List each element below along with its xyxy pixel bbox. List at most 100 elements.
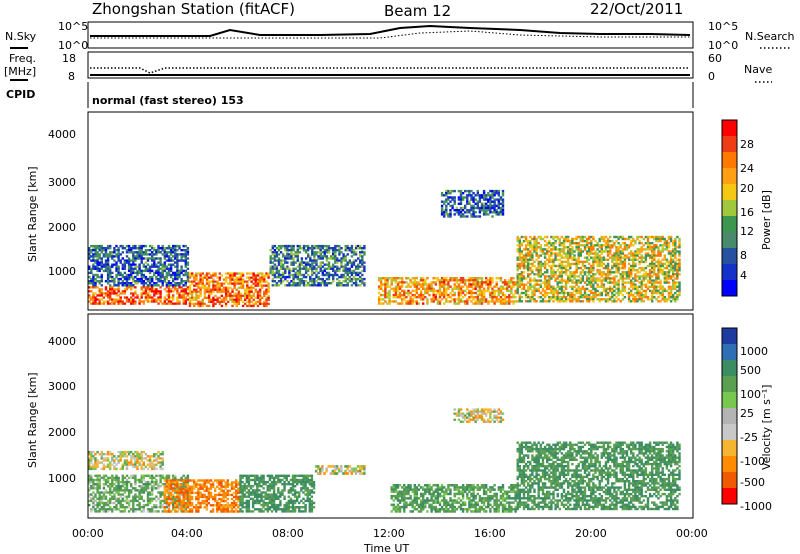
power-cbar-tick-16: 16 [740, 206, 754, 219]
vel-cell-r1 [109, 485, 112, 488]
power-cell-r2 [241, 272, 245, 275]
power-cell-r1 [132, 247, 135, 250]
power-cell-r6 [663, 279, 666, 282]
power-cell-r5 [461, 281, 465, 284]
vel-cell-r1 [121, 499, 124, 503]
power-cell-r6 [669, 235, 673, 239]
beam-label: Beam 12 [384, 2, 451, 20]
vel-cell-r0 [161, 457, 164, 460]
power-cell-r6 [552, 252, 555, 255]
power-cell-r6 [546, 279, 549, 282]
power-cell-r6 [663, 300, 666, 303]
power-cell-r5 [443, 287, 446, 290]
vel-cell-r1 [146, 501, 150, 505]
vel-cell-r0 [136, 450, 139, 454]
power-cell-r6 [552, 269, 555, 272]
power-cell-r1 [127, 277, 131, 281]
power-cell-r6 [598, 300, 601, 303]
power-cell-r6 [615, 262, 618, 266]
power-cell-r5 [409, 285, 412, 288]
power-cell-r2 [218, 282, 221, 285]
power-cell-r1 [119, 277, 122, 281]
power-cell-r6 [642, 237, 645, 241]
power-cell-r3 [277, 259, 281, 262]
power-cell-r1 [151, 257, 154, 260]
power-cell-r2 [193, 288, 196, 291]
vel-cell-r0 [106, 453, 110, 456]
power-cell-r6 [655, 264, 658, 268]
power-cell-r6 [567, 262, 570, 266]
vel-cell-r1 [88, 499, 91, 503]
power-cell-r1 [123, 284, 127, 287]
power-cell-r6 [567, 256, 570, 259]
vel-cell-r1 [159, 485, 162, 488]
vel-cell-r0 [151, 467, 154, 471]
vel-cell-r0 [153, 455, 156, 458]
power-cell-r6 [651, 296, 654, 299]
power-cell-r6 [667, 291, 671, 295]
power-cell-r6 [564, 287, 568, 291]
power-cell-r3 [307, 284, 310, 287]
power-cell-r1 [127, 259, 131, 262]
power-cell-r3 [275, 259, 279, 262]
power-cell-r0 [98, 298, 101, 301]
power-cell-r6 [640, 250, 643, 253]
power-cell-r2 [201, 272, 204, 275]
power-cell-r2 [244, 302, 247, 305]
power-cell-r2 [252, 294, 255, 297]
power-cell-r1 [119, 271, 122, 275]
vel-cell-r1 [127, 493, 131, 496]
power-cell-r3 [338, 247, 341, 250]
power-cell-r6 [623, 262, 627, 266]
power-cell-r6 [541, 300, 545, 303]
power-cell-r3 [344, 255, 347, 258]
power-cell-r4 [497, 202, 500, 205]
power-cell-r6 [638, 298, 641, 301]
power-cell-r6 [590, 239, 593, 243]
vel-cell-r1 [100, 476, 103, 480]
vel-cell-r1 [115, 487, 118, 490]
power-cell-r6 [575, 237, 578, 241]
power-cell-r1 [138, 269, 141, 273]
power-cell-r1 [115, 269, 118, 273]
power-cell-r1 [165, 271, 169, 275]
power-cell-r6 [611, 264, 614, 268]
power-cell-r3 [290, 273, 293, 277]
power-cell-r1 [138, 271, 141, 275]
power-cell-r6 [556, 248, 559, 251]
vel-cell-r1 [94, 499, 97, 503]
power-cell-r2 [205, 274, 209, 277]
vel-cell-r1 [90, 478, 93, 482]
power-cell-r6 [548, 260, 551, 264]
power-cell-r5 [476, 298, 479, 301]
vel-cell-r0 [119, 457, 122, 460]
power-cell-r4 [457, 198, 461, 201]
power-cell-r4 [487, 213, 490, 216]
vel-cell-r0 [130, 450, 133, 454]
vel-cell-r1 [104, 478, 108, 482]
power-cell-r5 [464, 283, 467, 286]
power-cell-r4 [497, 200, 500, 203]
power-cell-r6 [674, 242, 677, 245]
power-cell-r4 [461, 213, 465, 216]
power-cell-r3 [317, 257, 320, 260]
power-cell-r6 [535, 258, 538, 261]
power-cell-r6 [619, 277, 622, 280]
power-cell-r6 [638, 260, 641, 264]
power-cell-r6 [577, 281, 580, 284]
power-cell-r2 [244, 292, 247, 295]
power-cell-r6 [665, 298, 669, 301]
power-cell-r6 [638, 293, 641, 297]
power-cell-r6 [581, 287, 585, 291]
power-cell-r6 [562, 252, 566, 255]
power-cell-r4 [445, 194, 448, 197]
power-cell-r4 [476, 215, 479, 218]
power-cell-r0 [119, 292, 122, 295]
power-cell-r6 [550, 287, 553, 291]
power-cell-r1 [163, 261, 166, 264]
vel-cell-r1 [115, 503, 118, 507]
power-cell-r6 [655, 254, 658, 257]
power-cell-r4 [474, 202, 477, 205]
power-cell-r5 [499, 298, 503, 301]
power-cell-r6 [556, 254, 559, 257]
